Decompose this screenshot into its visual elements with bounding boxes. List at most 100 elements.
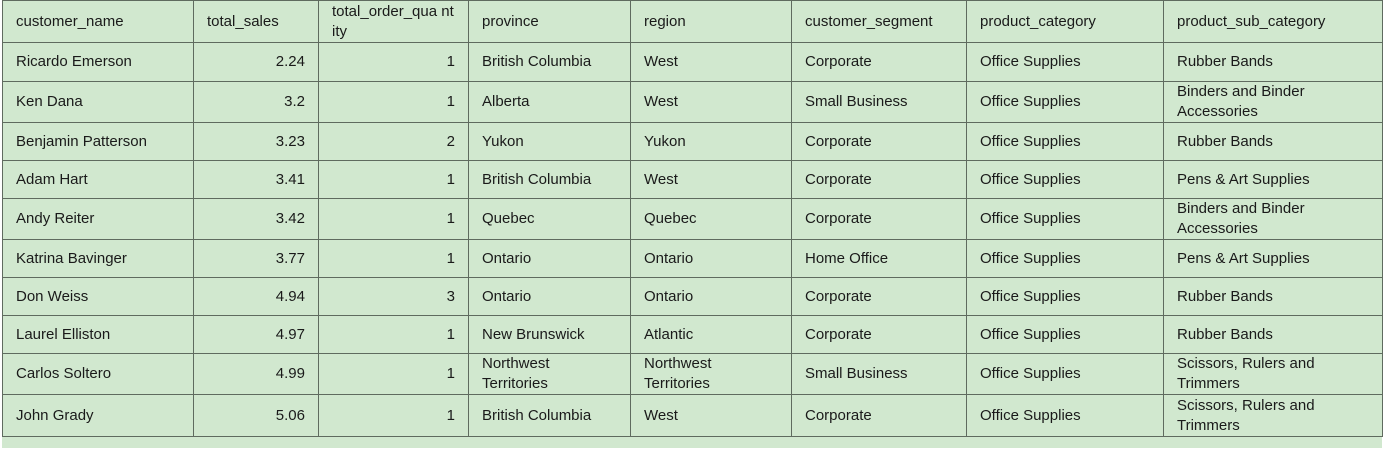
- cell-product-sub-category[interactable]: Rubber Bands: [1163, 122, 1383, 161]
- header-region[interactable]: region: [630, 0, 792, 43]
- cell-customer-name[interactable]: Katrina Bavinger: [2, 239, 194, 278]
- table-row: Ken Dana 3.2 1 Alberta West Small Busine…: [2, 81, 1383, 123]
- cell-total-sales[interactable]: 4.97: [193, 315, 319, 354]
- table-row: Carlos Soltero 4.99 1 Northwest Territor…: [2, 353, 1383, 395]
- cell-product-sub-category[interactable]: Rubber Bands: [1163, 315, 1383, 354]
- cell-customer-name[interactable]: Laurel Elliston: [2, 315, 194, 354]
- cell-total-order-quantity[interactable]: 3: [318, 277, 469, 316]
- cell-customer-name[interactable]: Benjamin Patterson: [2, 122, 194, 161]
- cell-total-order-quantity[interactable]: 1: [318, 394, 469, 437]
- cell-customer-name[interactable]: Don Weiss: [2, 277, 194, 316]
- cell-customer-segment[interactable]: Corporate: [791, 160, 967, 199]
- cell-region[interactable]: Quebec: [630, 198, 792, 240]
- cell-province[interactable]: British Columbia: [468, 42, 631, 82]
- cell-product-sub-category[interactable]: Binders and Binder Accessories: [1163, 198, 1383, 240]
- cell-customer-name[interactable]: John Grady: [2, 394, 194, 437]
- header-product-category[interactable]: product_category: [966, 0, 1164, 43]
- cell-customer-segment[interactable]: Small Business: [791, 353, 967, 395]
- cell-product-sub-category[interactable]: Rubber Bands: [1163, 277, 1383, 316]
- cell-region[interactable]: West: [630, 81, 792, 123]
- header-row: customer_name total_sales total_order_qu…: [2, 0, 1383, 43]
- cell-total-order-quantity[interactable]: 1: [318, 315, 469, 354]
- table-row: Andy Reiter 3.42 1 Quebec Quebec Corpora…: [2, 198, 1383, 240]
- cell-region[interactable]: West: [630, 42, 792, 82]
- cell-total-sales[interactable]: 3.2: [193, 81, 319, 123]
- table-row: Katrina Bavinger 3.77 1 Ontario Ontario …: [2, 239, 1383, 278]
- cell-product-sub-category[interactable]: Pens & Art Supplies: [1163, 160, 1383, 199]
- cell-region[interactable]: Northwest Territories: [630, 353, 792, 395]
- cell-product-sub-category[interactable]: Scissors, Rulers and Trimmers: [1163, 394, 1383, 437]
- cell-customer-segment[interactable]: Small Business: [791, 81, 967, 123]
- cell-product-category[interactable]: Office Supplies: [966, 277, 1164, 316]
- cell-province[interactable]: Northwest Territories: [468, 353, 631, 395]
- cell-product-category[interactable]: Office Supplies: [966, 239, 1164, 278]
- header-customer-name[interactable]: customer_name: [2, 0, 194, 43]
- cell-total-sales[interactable]: 3.42: [193, 198, 319, 240]
- cell-product-category[interactable]: Office Supplies: [966, 160, 1164, 199]
- cell-customer-name[interactable]: Adam Hart: [2, 160, 194, 199]
- cell-customer-name[interactable]: Ricardo Emerson: [2, 42, 194, 82]
- header-customer-segment[interactable]: customer_segment: [791, 0, 967, 43]
- cell-total-order-quantity[interactable]: 1: [318, 239, 469, 278]
- cell-total-sales[interactable]: 2.24: [193, 42, 319, 82]
- header-total-sales[interactable]: total_sales: [193, 0, 319, 43]
- cell-province[interactable]: British Columbia: [468, 394, 631, 437]
- cell-product-category[interactable]: Office Supplies: [966, 353, 1164, 395]
- cell-total-order-quantity[interactable]: 1: [318, 81, 469, 123]
- cell-province[interactable]: Ontario: [468, 277, 631, 316]
- cell-region[interactable]: Ontario: [630, 239, 792, 278]
- cell-customer-segment[interactable]: Corporate: [791, 394, 967, 437]
- cell-region[interactable]: West: [630, 394, 792, 437]
- cell-province[interactable]: Alberta: [468, 81, 631, 123]
- header-product-sub-category[interactable]: product_sub_category: [1163, 0, 1383, 43]
- cell-product-sub-category[interactable]: Binders and Binder Accessories: [1163, 81, 1383, 123]
- data-table: customer_name total_sales total_order_qu…: [2, 0, 1383, 437]
- table-row: Benjamin Patterson 3.23 2 Yukon Yukon Co…: [2, 122, 1383, 161]
- cell-customer-segment[interactable]: Corporate: [791, 42, 967, 82]
- cell-total-order-quantity[interactable]: 1: [318, 160, 469, 199]
- cell-product-sub-category[interactable]: Scissors, Rulers and Trimmers: [1163, 353, 1383, 395]
- header-province[interactable]: province: [468, 0, 631, 43]
- cell-total-sales[interactable]: 3.41: [193, 160, 319, 199]
- header-total-order-quantity[interactable]: total_order_qua ntity: [318, 0, 469, 43]
- cell-region[interactable]: West: [630, 160, 792, 199]
- cell-customer-name[interactable]: Carlos Soltero: [2, 353, 194, 395]
- table-row: John Grady 5.06 1 British Columbia West …: [2, 394, 1383, 437]
- cell-customer-name[interactable]: Ken Dana: [2, 81, 194, 123]
- cell-province[interactable]: New Brunswick: [468, 315, 631, 354]
- cell-product-category[interactable]: Office Supplies: [966, 42, 1164, 82]
- cell-product-category[interactable]: Office Supplies: [966, 122, 1164, 161]
- cell-total-sales[interactable]: 4.99: [193, 353, 319, 395]
- cell-province[interactable]: Yukon: [468, 122, 631, 161]
- cell-customer-segment[interactable]: Home Office: [791, 239, 967, 278]
- cell-province[interactable]: Quebec: [468, 198, 631, 240]
- cell-product-category[interactable]: Office Supplies: [966, 198, 1164, 240]
- cell-total-order-quantity[interactable]: 1: [318, 198, 469, 240]
- cell-product-sub-category[interactable]: Rubber Bands: [1163, 42, 1383, 82]
- cell-customer-segment[interactable]: Corporate: [791, 277, 967, 316]
- cell-province[interactable]: British Columbia: [468, 160, 631, 199]
- cell-product-category[interactable]: Office Supplies: [966, 394, 1164, 437]
- cell-total-order-quantity[interactable]: 2: [318, 122, 469, 161]
- cell-product-category[interactable]: Office Supplies: [966, 315, 1164, 354]
- cell-customer-segment[interactable]: Corporate: [791, 315, 967, 354]
- table-row: Laurel Elliston 4.97 1 New Brunswick Atl…: [2, 315, 1383, 354]
- cell-region[interactable]: Atlantic: [630, 315, 792, 354]
- cell-total-sales[interactable]: 3.77: [193, 239, 319, 278]
- table-row: Adam Hart 3.41 1 British Columbia West C…: [2, 160, 1383, 199]
- cell-region[interactable]: Yukon: [630, 122, 792, 161]
- cell-product-category[interactable]: Office Supplies: [966, 81, 1164, 123]
- cell-total-sales[interactable]: 3.23: [193, 122, 319, 161]
- cell-customer-segment[interactable]: Corporate: [791, 122, 967, 161]
- cell-product-sub-category[interactable]: Pens & Art Supplies: [1163, 239, 1383, 278]
- cell-region[interactable]: Ontario: [630, 277, 792, 316]
- cell-total-order-quantity[interactable]: 1: [318, 353, 469, 395]
- cell-province[interactable]: Ontario: [468, 239, 631, 278]
- cell-customer-name[interactable]: Andy Reiter: [2, 198, 194, 240]
- table-row: Don Weiss 4.94 3 Ontario Ontario Corpora…: [2, 277, 1383, 316]
- cell-total-order-quantity[interactable]: 1: [318, 42, 469, 82]
- cell-total-sales[interactable]: 5.06: [193, 394, 319, 437]
- cell-customer-segment[interactable]: Corporate: [791, 198, 967, 240]
- cell-total-sales[interactable]: 4.94: [193, 277, 319, 316]
